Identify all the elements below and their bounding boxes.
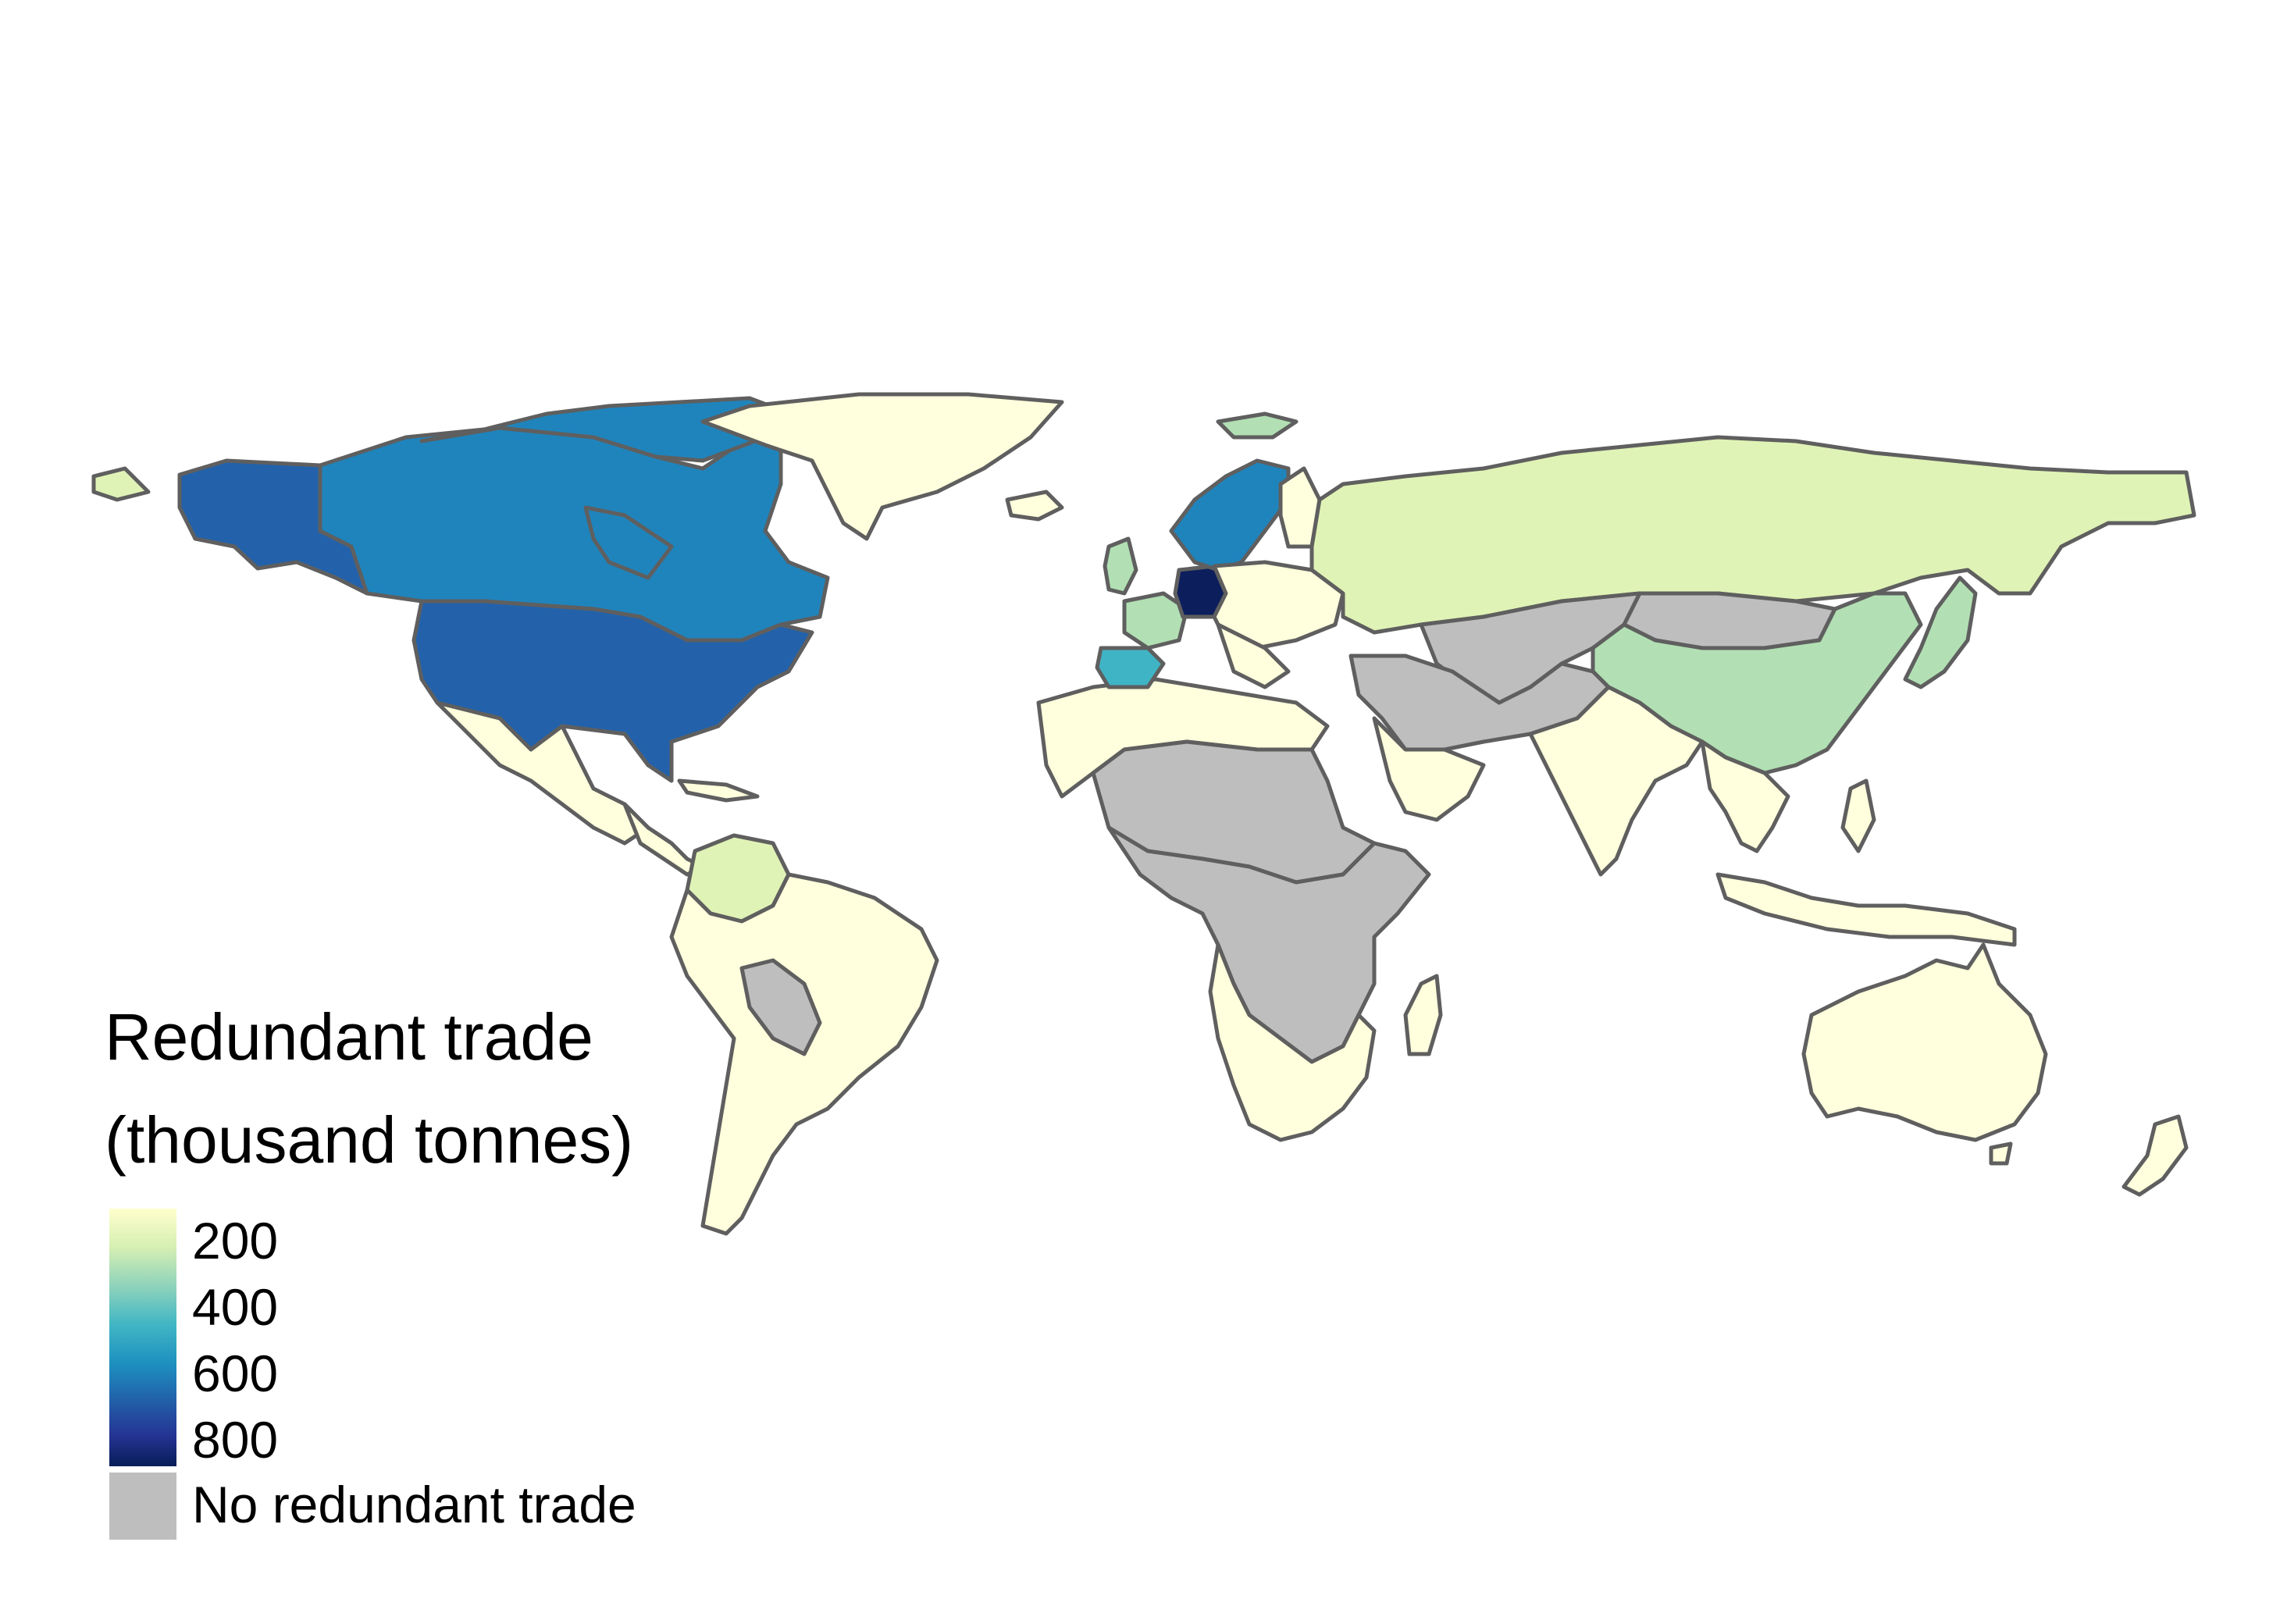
india-region (1528, 685, 1705, 877)
greenland-region (700, 392, 1064, 541)
philippines-region (1840, 778, 1876, 853)
legend-title-line2: (thousand tonnes) (105, 1103, 634, 1177)
chukotka-region (91, 466, 151, 502)
madagascar-region (1403, 974, 1443, 1056)
legend-no-data-label: No redundant trade (192, 1476, 636, 1533)
legend-tick-200: 200 (192, 1212, 279, 1270)
spain-region (1095, 646, 1166, 689)
legend-color-bar (109, 1209, 176, 1466)
australia-region (1801, 942, 2048, 1142)
indonesia-region (1715, 872, 2017, 947)
scandinavia-region (1169, 458, 1291, 572)
legend-tick-800: 800 (192, 1411, 279, 1469)
balkans-region (1216, 622, 1291, 689)
legend-tick-400: 400 (192, 1278, 279, 1336)
france-region (1122, 591, 1189, 650)
uk-region (1103, 536, 1138, 596)
legend-no-data-swatch (109, 1473, 176, 1540)
iceland-region (1005, 490, 1064, 522)
legend-tick-600: 600 (192, 1344, 279, 1402)
southern-africa-region (1208, 942, 1377, 1142)
japan-region (1903, 575, 1978, 689)
central-africa-region (1106, 825, 1431, 1064)
new-zealand-region (2121, 1114, 2189, 1197)
bolivia-paraguay-region (739, 958, 822, 1056)
arabia-region (1372, 716, 1486, 822)
cuba-region (677, 778, 760, 803)
southeast-asia-region (1700, 739, 1790, 853)
legend-title-line1: Redundant trade (105, 1000, 593, 1074)
russia-region (1309, 435, 2196, 635)
tasmania-region (1989, 1141, 2013, 1166)
svalbard-region (1216, 411, 1299, 440)
europe-east-region (1212, 560, 1345, 650)
